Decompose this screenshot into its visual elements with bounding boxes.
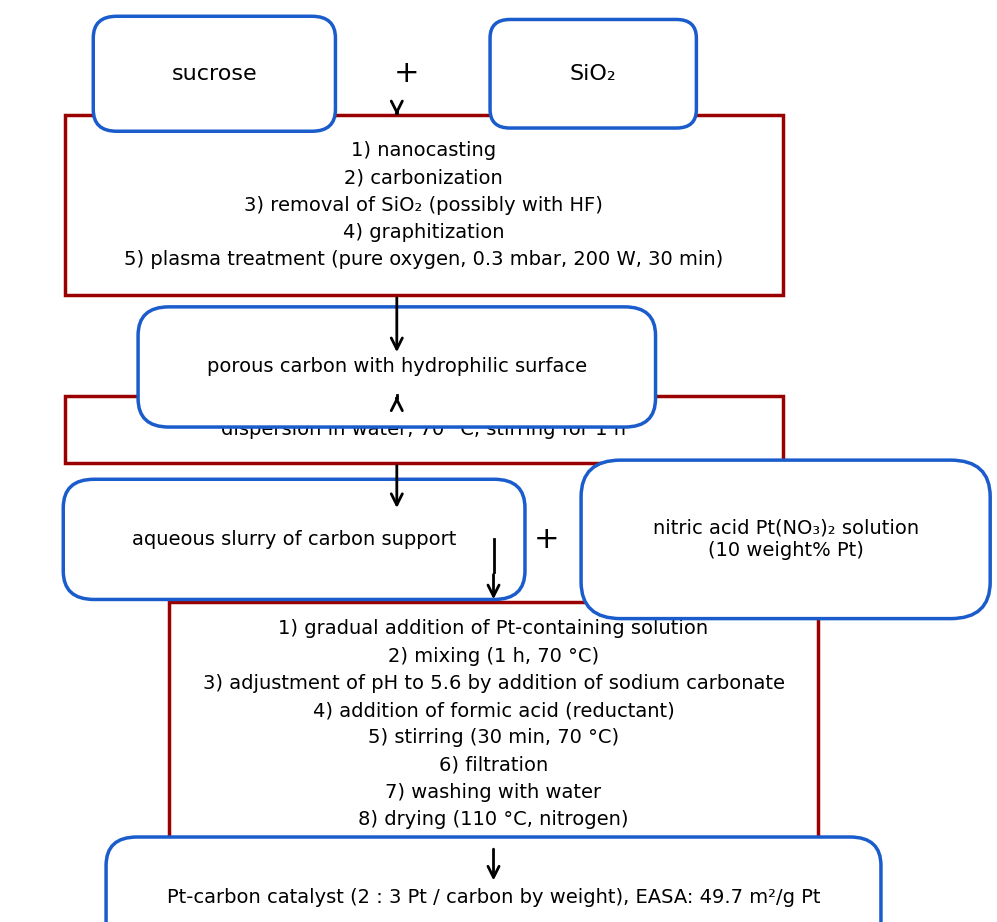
Text: SiO₂: SiO₂ bbox=[570, 64, 616, 84]
Bar bbox=[169, 602, 818, 846]
Text: 1) nanocasting
2) carbonization
3) removal of SiO₂ (possibly with HF)
4) graphit: 1) nanocasting 2) carbonization 3) remov… bbox=[124, 141, 724, 269]
Text: 1) gradual addition of Pt-containing solution
2) mixing (1 h, 70 °C)
3) adjustme: 1) gradual addition of Pt-containing sol… bbox=[202, 620, 785, 829]
FancyBboxPatch shape bbox=[94, 17, 335, 131]
Text: dispersion in water, 70 °C, stirring for 1 h: dispersion in water, 70 °C, stirring for… bbox=[221, 420, 626, 439]
Text: +: + bbox=[533, 525, 559, 554]
Text: porous carbon with hydrophilic surface: porous carbon with hydrophilic surface bbox=[206, 358, 587, 376]
Text: Pt-carbon catalyst (2 : 3 Pt / carbon by weight), EASA: 49.7 m²/g Pt: Pt-carbon catalyst (2 : 3 Pt / carbon by… bbox=[166, 888, 821, 906]
Text: nitric acid Pt(NO₃)₂ solution
(10 weight% Pt): nitric acid Pt(NO₃)₂ solution (10 weight… bbox=[653, 519, 918, 560]
FancyBboxPatch shape bbox=[63, 479, 525, 599]
FancyBboxPatch shape bbox=[138, 307, 656, 427]
FancyBboxPatch shape bbox=[491, 19, 696, 128]
Bar bbox=[65, 396, 783, 463]
Bar bbox=[65, 115, 783, 295]
Text: sucrose: sucrose bbox=[171, 64, 257, 84]
FancyBboxPatch shape bbox=[106, 837, 881, 922]
FancyBboxPatch shape bbox=[581, 460, 990, 619]
Text: +: + bbox=[394, 59, 420, 89]
Text: aqueous slurry of carbon support: aqueous slurry of carbon support bbox=[132, 530, 457, 549]
